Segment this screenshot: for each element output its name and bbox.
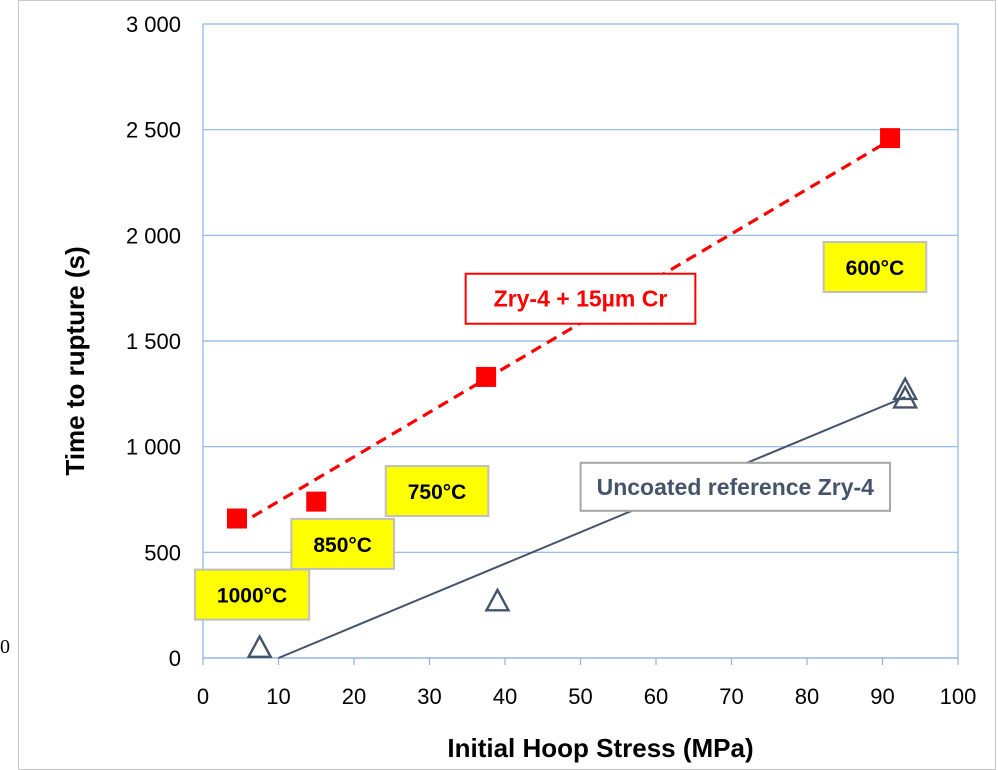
y-tick-label: 0 <box>169 646 181 671</box>
annotation-box <box>193 568 311 621</box>
x-tick-label: 0 <box>197 684 209 709</box>
annotation-red: Zry-4 + 15µm Cr <box>464 272 697 325</box>
annotation-yellow: 600°C <box>822 241 928 294</box>
annotation-yellow: 750°C <box>384 465 490 518</box>
trendline-coated <box>236 138 891 528</box>
x-tick-label: 10 <box>266 684 290 709</box>
y-tick-label: 1 000 <box>126 435 181 460</box>
annotation-box <box>822 241 928 294</box>
y-tick-label: 1 500 <box>126 329 181 354</box>
annotation-text: Uncoated reference Zry-4 <box>597 474 875 500</box>
x-axis-title: Initial Hoop Stress (MPa) <box>447 733 753 763</box>
annotations: 1000°C 850°C 750°C 600°C Zry-4 + 15µm Cr Unco… <box>193 241 928 621</box>
data-point-square <box>226 508 247 529</box>
chart-frame <box>18 0 996 770</box>
data-point-triangle <box>246 633 273 658</box>
annotation-text: Zry-4 + 15µm Cr <box>494 286 668 312</box>
trendline-uncoated <box>278 396 906 659</box>
gridlines <box>203 129 958 659</box>
x-tick-label: 50 <box>568 684 592 709</box>
x-axis: 0 10 20 30 40 50 60 70 80 90 100 <box>197 658 976 709</box>
x-tick-label: 80 <box>795 684 819 709</box>
x-tick-label: 20 <box>342 684 366 709</box>
y-tick-label: 2 500 <box>126 118 181 143</box>
x-tick-label: 60 <box>644 684 668 709</box>
y-tick-label: 3 000 <box>126 12 181 37</box>
x-tick-label: 30 <box>417 684 441 709</box>
x-tick-label: 100 <box>940 684 977 709</box>
data-point-triangle <box>892 384 919 409</box>
data-point-square <box>476 366 497 387</box>
edge-label: 0 <box>0 636 10 658</box>
annotation-text: 850°C <box>313 534 372 557</box>
x-tick-label: 40 <box>493 684 517 709</box>
annotation-yellow: 850°C <box>290 517 395 570</box>
annotation-yellow: 1000°C <box>193 568 311 621</box>
data-points <box>226 128 919 658</box>
data-point-triangle <box>892 376 919 401</box>
annotation-text: 1000°C <box>217 585 287 608</box>
annotation-text: 600°C <box>846 257 905 280</box>
annotation-box <box>579 461 891 512</box>
annotation-box <box>290 517 395 570</box>
y-axis-title: Time to rupture (s) <box>60 246 90 475</box>
data-point-square <box>306 491 327 512</box>
y-tick-label: 500 <box>144 540 181 565</box>
annotation-text: 750°C <box>408 481 467 504</box>
data-point-triangle <box>484 587 511 612</box>
x-tick-label: 90 <box>870 684 894 709</box>
annotation-box <box>464 272 697 325</box>
y-axis: 0 500 1 000 1 500 2 000 2 500 3 000 <box>126 12 181 671</box>
x-tick-label: 70 <box>719 684 743 709</box>
y-tick-label: 2 000 <box>126 223 181 248</box>
annotation-box <box>384 465 490 518</box>
data-point-square <box>880 128 901 149</box>
trendlines <box>236 138 906 659</box>
annotation-gray: Uncoated reference Zry-4 <box>579 461 891 512</box>
